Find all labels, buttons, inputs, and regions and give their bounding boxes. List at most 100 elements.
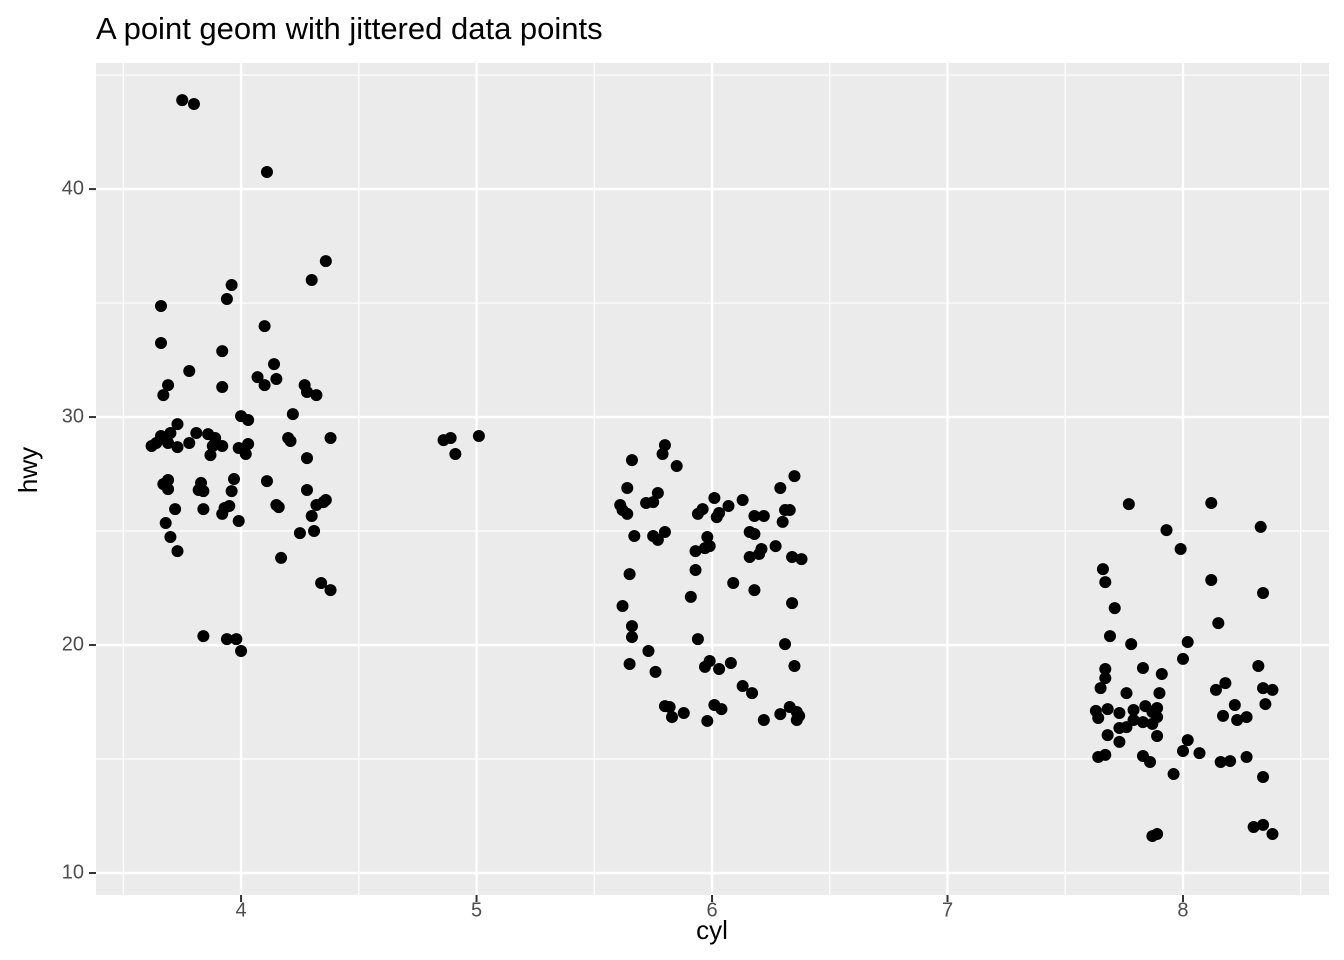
point bbox=[1125, 638, 1138, 651]
point bbox=[1151, 729, 1164, 742]
point bbox=[187, 98, 200, 111]
point bbox=[790, 714, 803, 727]
point bbox=[1127, 703, 1140, 716]
point bbox=[319, 255, 332, 268]
y-axis-title: hwy bbox=[13, 447, 43, 493]
point bbox=[1193, 747, 1206, 760]
point bbox=[242, 437, 255, 450]
point bbox=[204, 449, 217, 462]
point bbox=[235, 644, 248, 657]
x-tick-label: 4 bbox=[235, 900, 246, 922]
point bbox=[701, 530, 714, 543]
point bbox=[628, 530, 641, 543]
point bbox=[1205, 574, 1218, 587]
point bbox=[1252, 659, 1265, 672]
point bbox=[757, 509, 770, 522]
point bbox=[272, 501, 285, 514]
point bbox=[663, 701, 676, 714]
point bbox=[300, 385, 313, 398]
point bbox=[1146, 717, 1159, 730]
point bbox=[689, 545, 702, 558]
point bbox=[239, 447, 252, 460]
point bbox=[1247, 820, 1260, 833]
point bbox=[621, 507, 634, 520]
point bbox=[169, 503, 182, 516]
point bbox=[1240, 711, 1253, 724]
point bbox=[293, 527, 306, 540]
point bbox=[1176, 745, 1189, 758]
point bbox=[176, 94, 189, 107]
point bbox=[449, 447, 462, 460]
point bbox=[1266, 828, 1279, 841]
point bbox=[1254, 520, 1267, 533]
point bbox=[1176, 652, 1189, 665]
point bbox=[159, 517, 172, 530]
point bbox=[1099, 672, 1112, 685]
point bbox=[774, 481, 787, 494]
point bbox=[268, 358, 281, 371]
point bbox=[275, 551, 288, 564]
point bbox=[625, 631, 638, 644]
point bbox=[684, 590, 697, 603]
point bbox=[1096, 563, 1109, 576]
point bbox=[1231, 714, 1244, 727]
point bbox=[708, 491, 721, 504]
point bbox=[225, 279, 238, 292]
point bbox=[472, 429, 485, 442]
point bbox=[1099, 662, 1112, 675]
point bbox=[310, 389, 323, 402]
point bbox=[670, 460, 683, 473]
y-tick-label: 30 bbox=[62, 405, 84, 427]
point bbox=[788, 470, 801, 483]
point bbox=[1136, 662, 1149, 675]
point bbox=[444, 432, 457, 445]
point bbox=[621, 481, 634, 494]
point bbox=[1181, 734, 1194, 747]
point bbox=[748, 527, 761, 540]
point bbox=[746, 687, 759, 700]
point bbox=[1214, 755, 1227, 768]
point bbox=[284, 434, 297, 447]
point bbox=[788, 659, 801, 672]
point bbox=[1205, 496, 1218, 509]
point bbox=[260, 475, 273, 488]
point bbox=[748, 584, 761, 597]
point bbox=[1257, 771, 1270, 784]
y-tick-label: 40 bbox=[62, 177, 84, 199]
point bbox=[305, 509, 318, 522]
point bbox=[677, 706, 690, 719]
point bbox=[1094, 682, 1107, 695]
point bbox=[658, 525, 671, 538]
point bbox=[171, 441, 184, 454]
point bbox=[710, 511, 723, 524]
point bbox=[154, 336, 167, 349]
point bbox=[625, 620, 638, 633]
point bbox=[1217, 709, 1230, 722]
point bbox=[164, 530, 177, 543]
point bbox=[162, 483, 175, 496]
point bbox=[1151, 701, 1164, 714]
point bbox=[1259, 698, 1272, 711]
point bbox=[625, 454, 638, 467]
x-tick-label: 8 bbox=[1177, 900, 1188, 922]
point bbox=[197, 630, 210, 643]
point bbox=[206, 440, 219, 453]
point bbox=[795, 553, 808, 566]
point bbox=[1240, 750, 1253, 763]
point bbox=[1153, 687, 1166, 700]
point bbox=[698, 660, 711, 673]
point bbox=[162, 379, 175, 392]
point bbox=[171, 545, 184, 558]
point bbox=[1151, 828, 1164, 841]
point bbox=[1113, 735, 1126, 748]
point bbox=[216, 380, 229, 393]
point bbox=[736, 680, 749, 693]
point bbox=[1120, 687, 1133, 700]
point bbox=[691, 633, 704, 646]
point bbox=[1257, 682, 1270, 695]
point bbox=[786, 551, 799, 564]
point bbox=[1257, 818, 1270, 831]
point bbox=[736, 494, 749, 507]
point bbox=[1122, 498, 1135, 511]
point bbox=[701, 714, 714, 727]
